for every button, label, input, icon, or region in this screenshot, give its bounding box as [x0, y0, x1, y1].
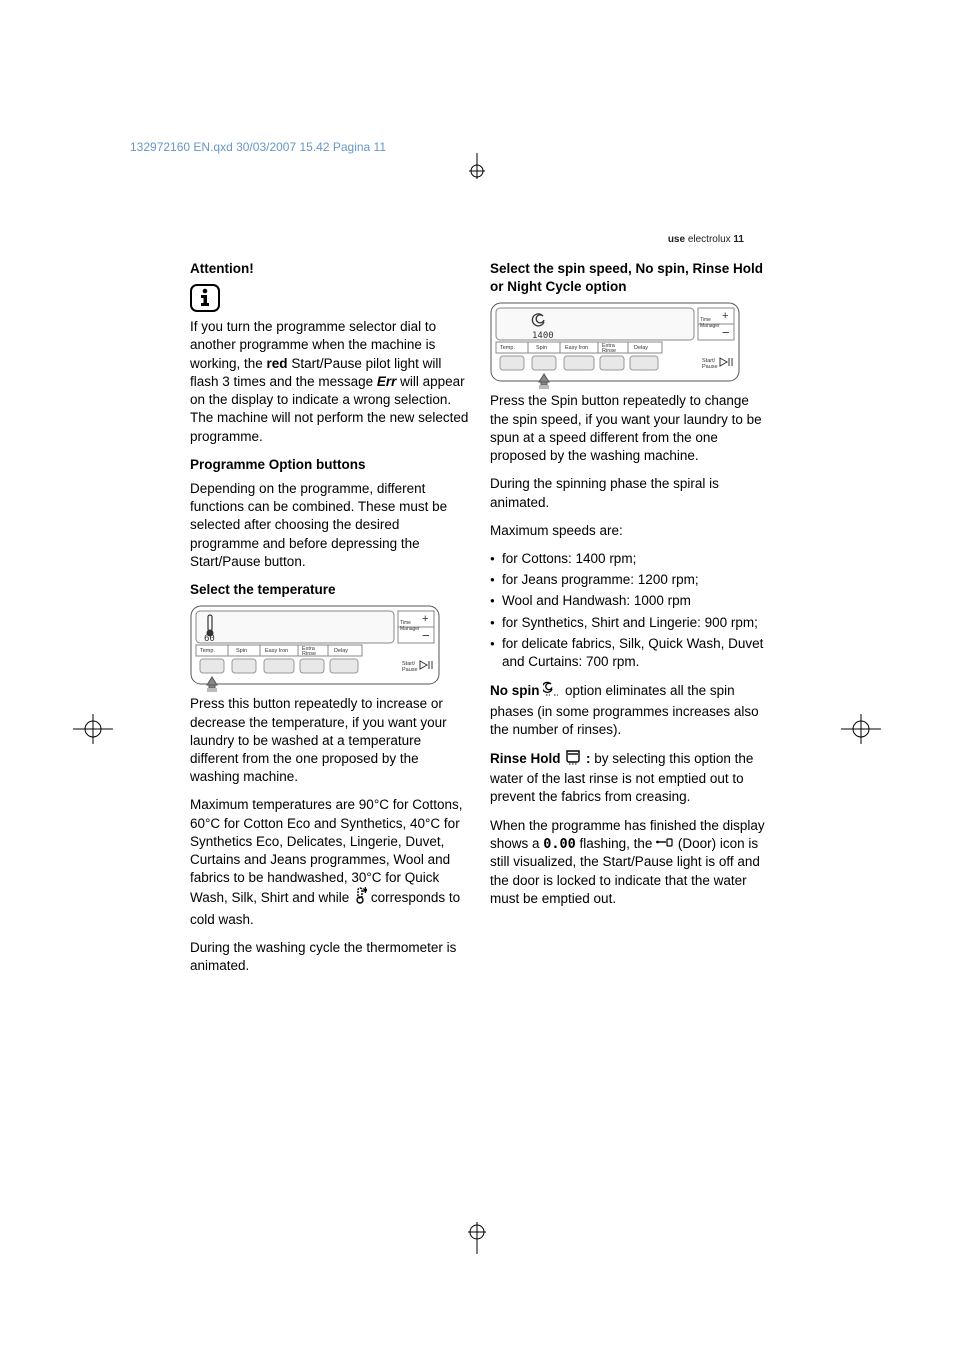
spin-heading: Select the spin speed, No spin, Rinse Ho… — [490, 260, 770, 296]
svg-text:Easy Iron: Easy Iron — [265, 648, 288, 654]
svg-text:Temp.: Temp. — [500, 345, 515, 351]
attn-red: red — [267, 356, 288, 371]
svg-text:Rinse: Rinse — [302, 651, 316, 657]
svg-text:Spin: Spin — [536, 345, 547, 351]
svg-text:Pause: Pause — [402, 667, 418, 673]
running-header-page: 11 — [733, 234, 744, 245]
temp-p2: Maximum temperatures are 90°C for Cotton… — [190, 796, 470, 929]
registration-mark-right — [841, 714, 881, 744]
running-header-bold: use — [668, 234, 685, 245]
svg-text:+: + — [722, 310, 728, 322]
list-item: for Cottons: 1400 rpm; — [490, 550, 770, 568]
running-header-light: electrolux — [685, 234, 733, 245]
svg-text:Spin: Spin — [236, 648, 247, 654]
svg-text:Manager: Manager — [400, 626, 420, 632]
spin-p2: During the spinning phase the spiral is … — [490, 475, 770, 511]
preprint-header: 132972160 EN.qxd 30/03/2007 15.42 Pagina… — [130, 140, 386, 154]
svg-text:Temp.: Temp. — [200, 648, 215, 654]
max-speeds-label: Maximum speeds are: — [490, 522, 770, 540]
svg-text:+: + — [422, 613, 428, 625]
svg-text:−: − — [722, 325, 730, 340]
temp-heading: Select the temperature — [190, 581, 470, 599]
running-header: use electrolux 11 — [668, 234, 744, 245]
options-paragraph: Depending on the programme, different fu… — [190, 480, 470, 571]
end-text-2: flashing, the — [576, 836, 656, 851]
no-spin-label: No spin — [490, 683, 543, 698]
registration-mark-left — [73, 714, 113, 744]
svg-text:Rinse: Rinse — [602, 348, 616, 354]
rinse-hold-colon: : — [582, 751, 590, 766]
svg-text:−: − — [422, 628, 430, 643]
svg-text:Delay: Delay — [334, 648, 348, 654]
temp-p1: Press this button repeatedly to increase… — [190, 695, 470, 786]
spin-p1: Press the Spin button repeatedly to chan… — [490, 392, 770, 465]
temp-p3: During the washing cycle the thermometer… — [190, 939, 470, 975]
programme-end-paragraph: When the programme has finished the disp… — [490, 817, 770, 908]
svg-text:Delay: Delay — [634, 345, 648, 351]
registration-mark-bottom — [464, 1222, 490, 1254]
svg-text:Pause: Pause — [702, 364, 718, 370]
control-panel-temp: 60 TimeManager + − Temp. Spin Easy Iron … — [190, 605, 440, 685]
list-item: for delicate fabrics, Silk, Quick Wash, … — [490, 635, 770, 671]
attention-heading: Attention! — [190, 260, 470, 278]
rinse-hold-label: Rinse Hold — [490, 751, 564, 766]
attn-err: Err — [377, 374, 397, 389]
info-icon — [190, 284, 220, 312]
end-000: 0.00 — [543, 836, 576, 852]
list-item: Wool and Handwash: 1000 rpm — [490, 592, 770, 610]
cold-wash-icon: ✱ — [353, 887, 367, 910]
svg-text:Manager: Manager — [700, 323, 720, 329]
options-heading: Programme Option buttons — [190, 456, 470, 474]
svg-text:1400: 1400 — [532, 331, 554, 341]
registration-mark-top — [464, 153, 490, 179]
list-item: for Jeans programme: 1200 rpm; — [490, 571, 770, 589]
list-item: for Synthetics, Shirt and Lingerie: 900 … — [490, 614, 770, 632]
max-speed-list: for Cottons: 1400 rpm; for Jeans program… — [490, 550, 770, 671]
attention-paragraph: If you turn the programme selector dial … — [190, 318, 470, 446]
control-panel-spin: 1400 TimeManager + − Temp. Spin Easy Iro… — [490, 302, 740, 382]
rinse-hold-paragraph: Rinse Hold : by selecting this option th… — [490, 749, 770, 807]
svg-text:Easy Iron: Easy Iron — [565, 345, 588, 351]
rinse-hold-icon — [564, 749, 582, 770]
no-spin-icon — [543, 681, 561, 702]
no-spin-paragraph: No spin option eliminates all the spin p… — [490, 681, 770, 739]
svg-text:60: 60 — [204, 634, 215, 644]
door-icon — [656, 835, 674, 853]
temp-p2a: Maximum temperatures are 90°C for Cotton… — [190, 797, 463, 905]
